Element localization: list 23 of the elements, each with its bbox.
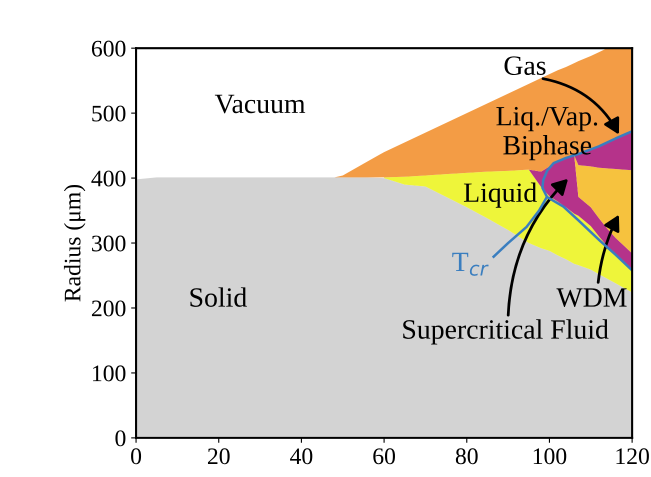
x-tick-label: 60	[373, 448, 395, 464]
y-axis-title: Radius (μm)	[64, 184, 86, 302]
annotation: Liq./Vap. Biphase	[496, 106, 598, 160]
annotation: Solid	[190, 287, 247, 307]
annotation: Vacuum	[214, 94, 306, 114]
x-tick-label: 20	[208, 448, 230, 464]
y-tick-label: 500	[92, 106, 126, 122]
x-tick-label: 40	[290, 448, 312, 464]
annotation: WDM	[556, 288, 627, 308]
y-tick-label: 600	[92, 40, 126, 57]
y-tick-label: 300	[92, 236, 126, 252]
x-tick-label: 120	[616, 448, 649, 464]
y-tick-label: 200	[92, 300, 126, 316]
x-tick-label: 100	[534, 448, 566, 464]
annotation: Supercritical Fluid	[403, 319, 609, 344]
series-label: T$_{cr}$	[452, 252, 489, 276]
x-tick-label: 0	[131, 448, 142, 464]
annotation: Liquid	[464, 182, 537, 208]
y-tick-label: 100	[92, 365, 126, 382]
annotation: Gas	[504, 56, 546, 76]
x-tick-label: 80	[456, 448, 478, 464]
y-tick-label: 400	[91, 170, 126, 187]
y-tick-label: 0	[115, 430, 126, 446]
